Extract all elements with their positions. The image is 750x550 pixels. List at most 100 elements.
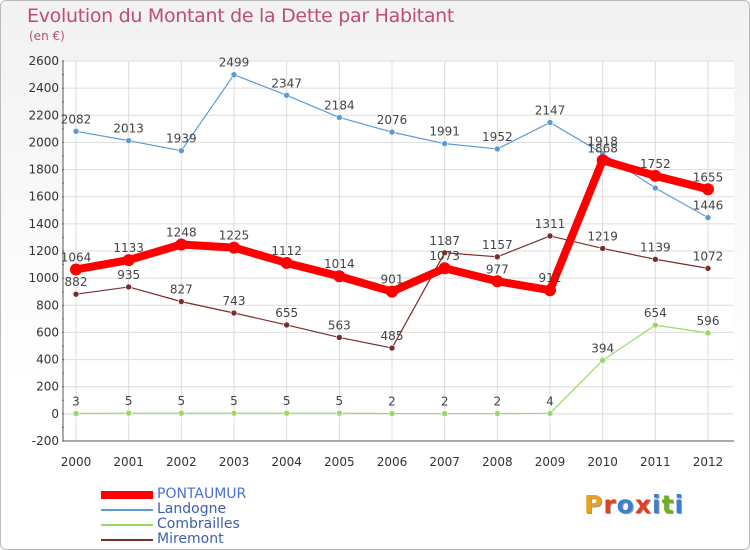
y-tick-label: 2200 [28,108,59,122]
data-label: 5 [178,394,186,408]
proxiti-logo: Proxiti [584,490,684,519]
legend-label: PONTAUMUR [157,486,247,502]
data-label: 2 [494,395,502,409]
data-point-miremont [599,245,606,252]
data-label: 1248 [166,225,197,239]
data-label: 5 [336,394,344,408]
x-tick-label: 2008 [482,455,513,469]
data-point-pontaumur [438,262,451,275]
data-point-miremont [441,249,448,257]
x-tick-label: 2002 [166,455,197,469]
data-label: 1939 [166,132,197,146]
data-point-miremont [336,334,343,341]
data-point-pontaumur [122,254,135,267]
y-tick-label: 1000 [28,271,59,285]
data-label: 1139 [640,240,671,254]
data-label: 977 [486,262,509,276]
data-point-miremont [652,255,659,263]
data-label: 1133 [113,241,144,255]
logo-letter: x [634,490,652,519]
y-tick-label: 600 [36,325,59,339]
x-tick-label: 2001 [113,455,144,469]
data-label: 654 [644,306,667,320]
data-point-pontaumur [228,241,240,254]
data-point-pontaumur [333,270,346,283]
data-label: 1952 [482,130,513,144]
data-point-pontaumur [70,263,82,276]
data-point-combrailles [230,409,238,417]
data-point-miremont [494,253,501,261]
logo-letter: t [661,490,675,519]
data-point-landogne [230,71,238,79]
data-label: 2076 [377,113,408,127]
x-tick-label: 2011 [640,455,671,469]
data-label: 1112 [271,244,302,258]
y-tick-label: 1600 [28,190,59,204]
legend-item-pontaumur: PONTAUMUR [101,487,246,502]
y-tick-label: -200 [32,434,59,448]
x-tick-label: 2007 [429,455,460,469]
data-label: 1225 [219,229,250,243]
y-tick-label: 1800 [28,163,59,177]
x-tick-label: 2003 [219,455,250,469]
data-point-landogne [546,119,554,126]
data-point-miremont [230,309,238,317]
y-tick-label: 2400 [28,81,59,95]
x-tick-label: 2005 [324,455,355,469]
data-point-pontaumur [596,154,609,167]
data-point-landogne [388,128,396,136]
data-label: 3 [72,394,80,408]
legend-swatch [101,490,153,499]
data-label: 1219 [587,229,618,243]
logo-letter: i [652,490,662,519]
legend: PONTAUMUR Landogne Combrailles Miremont [101,487,246,547]
y-tick-label: 2600 [28,54,59,68]
y-tick-label: 200 [36,380,59,394]
data-label: 901 [381,273,404,287]
data-label: 2013 [113,122,144,136]
data-point-combrailles [652,321,659,329]
data-point-miremont [388,344,396,352]
data-label: 1752 [640,157,671,171]
data-point-combrailles [125,409,132,417]
data-point-landogne [283,92,290,99]
legend-swatch [101,508,153,511]
x-tick-label: 2004 [271,455,302,469]
data-point-pontaumur [544,284,556,297]
legend-label: Miremont [157,531,224,547]
data-label: 1868 [587,141,618,155]
data-point-pontaumur [386,285,398,298]
data-label: 1187 [429,234,460,248]
data-label: 2347 [271,76,302,90]
data-label: 485 [381,329,404,343]
data-label: 5 [283,394,291,408]
legend-label: Landogne [157,501,227,517]
data-point-combrailles [388,410,396,417]
x-tick-label: 2009 [535,455,566,469]
data-point-landogne [72,128,80,135]
chart-title: Evolution du Montant de la Dette par Hab… [27,5,455,27]
data-label: 2082 [61,112,92,126]
data-label: 1072 [693,249,724,263]
data-label: 563 [328,318,351,332]
logo-letter: i [674,490,685,519]
data-label: 882 [65,275,88,289]
data-label: 827 [170,283,193,297]
data-point-pontaumur [491,275,504,288]
data-label: 2 [388,395,396,409]
data-label: 2499 [219,56,250,70]
data-point-miremont [178,298,185,305]
data-label: 1446 [693,199,724,213]
data-point-landogne [336,114,343,121]
data-label: 743 [223,294,246,308]
data-label: 655 [275,306,298,320]
data-label: 2 [441,395,449,409]
y-tick-label: 400 [36,353,59,367]
data-label: 596 [697,314,720,328]
series-group [70,71,714,417]
data-point-pontaumur [175,238,188,251]
data-point-landogne [441,140,448,147]
data-point-miremont [125,283,132,291]
data-label: 1918 [587,135,618,149]
